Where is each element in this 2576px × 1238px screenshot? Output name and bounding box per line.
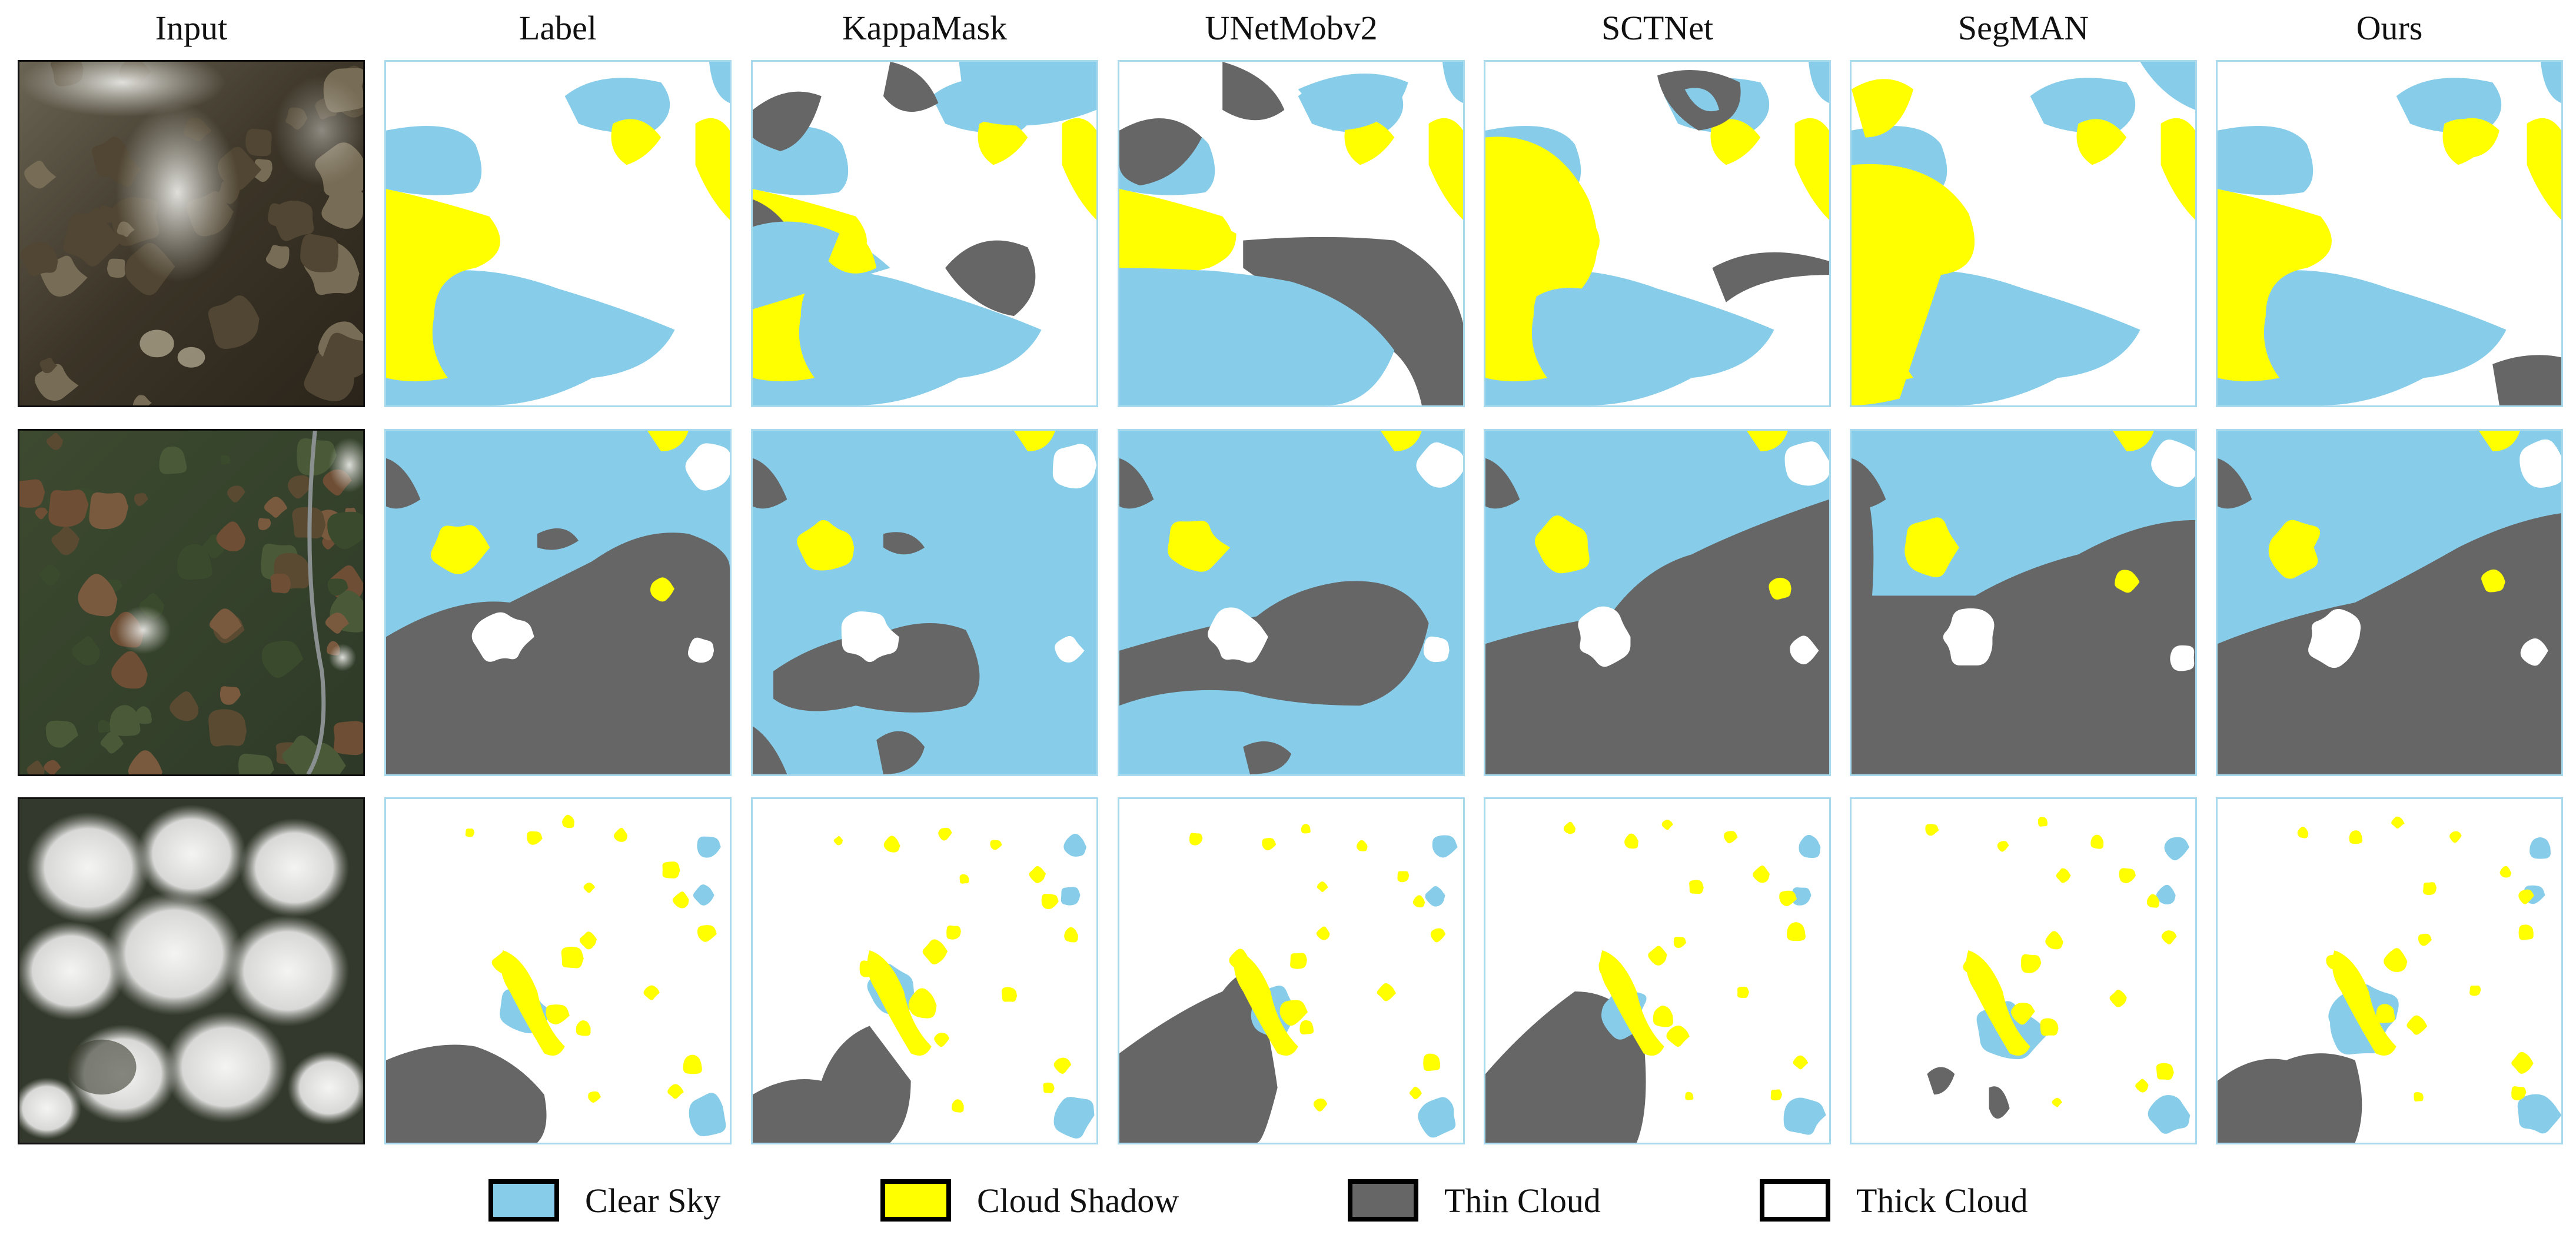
segmentation-mask [1485, 62, 1829, 405]
segmentation-mask [753, 431, 1096, 774]
segmentation-mask [753, 62, 1096, 405]
column-header-segman: SegMAN [1957, 9, 2089, 47]
mask-ours-row-2 [2216, 429, 2563, 776]
satellite-image [19, 431, 363, 774]
segmentation-mask [2218, 431, 2561, 774]
input-image-row-2 [18, 429, 365, 776]
mask-segman-row-3 [1850, 797, 2197, 1144]
mask-kappamask-row-1 [751, 60, 1098, 407]
column-header-sctnet: SCTNet [1601, 9, 1714, 47]
column-header-ours: Ours [2356, 9, 2423, 47]
legend-swatch [488, 1179, 559, 1222]
segmentation-mask [386, 431, 730, 774]
legend-item-thin-cloud: Thin Cloud [1348, 1174, 1601, 1227]
satellite-image [19, 62, 363, 405]
mask-label-row-3 [384, 797, 732, 1144]
segmentation-mask [386, 62, 730, 405]
segmentation-mask [1852, 431, 2195, 774]
legend-item-cloud-shadow: Cloud Shadow [880, 1174, 1179, 1227]
segmentation-mask [1119, 62, 1463, 405]
mask-segman-row-1 [1850, 60, 2197, 407]
legend-item-thick-cloud: Thick Cloud [1760, 1174, 2028, 1227]
satellite-image [19, 799, 363, 1143]
column-header-label: Label [518, 9, 597, 47]
segmentation-mask [1485, 799, 1829, 1143]
legend-item-clear-sky: Clear Sky [488, 1174, 720, 1227]
mask-unetmobv2-row-3 [1118, 797, 1465, 1144]
segmentation-mask [386, 799, 730, 1143]
column-header-input: Input [155, 9, 228, 47]
legend-swatch [880, 1179, 951, 1222]
column-header-kappamask: KappaMask [842, 9, 1008, 47]
panel-grid: Input Label KappaMask UNetMobv2 SCTNet SegMAN… [18, 9, 2563, 1144]
segmentation-mask [2218, 62, 2561, 405]
legend-swatch [1348, 1179, 1418, 1222]
segmentation-mask [1852, 62, 2195, 405]
segmentation-mask [1852, 799, 2195, 1143]
segmentation-mask [1119, 799, 1463, 1143]
mask-label-row-2 [384, 429, 732, 776]
segmentation-mask [1485, 431, 1829, 774]
legend-label: Clear Sky [585, 1181, 721, 1220]
legend-label: Cloud Shadow [977, 1181, 1179, 1220]
legend-label: Thick Cloud [1856, 1181, 2028, 1220]
legend-label: Thin Cloud [1444, 1181, 1601, 1220]
legend-swatch [1760, 1179, 1830, 1222]
mask-label-row-1 [384, 60, 732, 407]
input-image-row-1 [18, 60, 365, 407]
mask-ours-row-1 [2216, 60, 2563, 407]
mask-sctnet-row-2 [1484, 429, 1831, 776]
segmentation-mask [2218, 799, 2561, 1143]
mask-ours-row-3 [2216, 797, 2563, 1144]
segmentation-mask [1119, 431, 1463, 774]
mask-sctnet-row-3 [1484, 797, 1831, 1144]
mask-unetmobv2-row-2 [1118, 429, 1465, 776]
mask-kappamask-row-3 [751, 797, 1098, 1144]
segmentation-mask [753, 799, 1096, 1143]
mask-unetmobv2-row-1 [1118, 60, 1465, 407]
mask-sctnet-row-1 [1484, 60, 1831, 407]
mask-segman-row-2 [1850, 429, 2197, 776]
mask-kappamask-row-2 [751, 429, 1098, 776]
input-image-row-3 [18, 797, 365, 1144]
column-header-unetmobv2: UNetMobv2 [1205, 9, 1378, 47]
